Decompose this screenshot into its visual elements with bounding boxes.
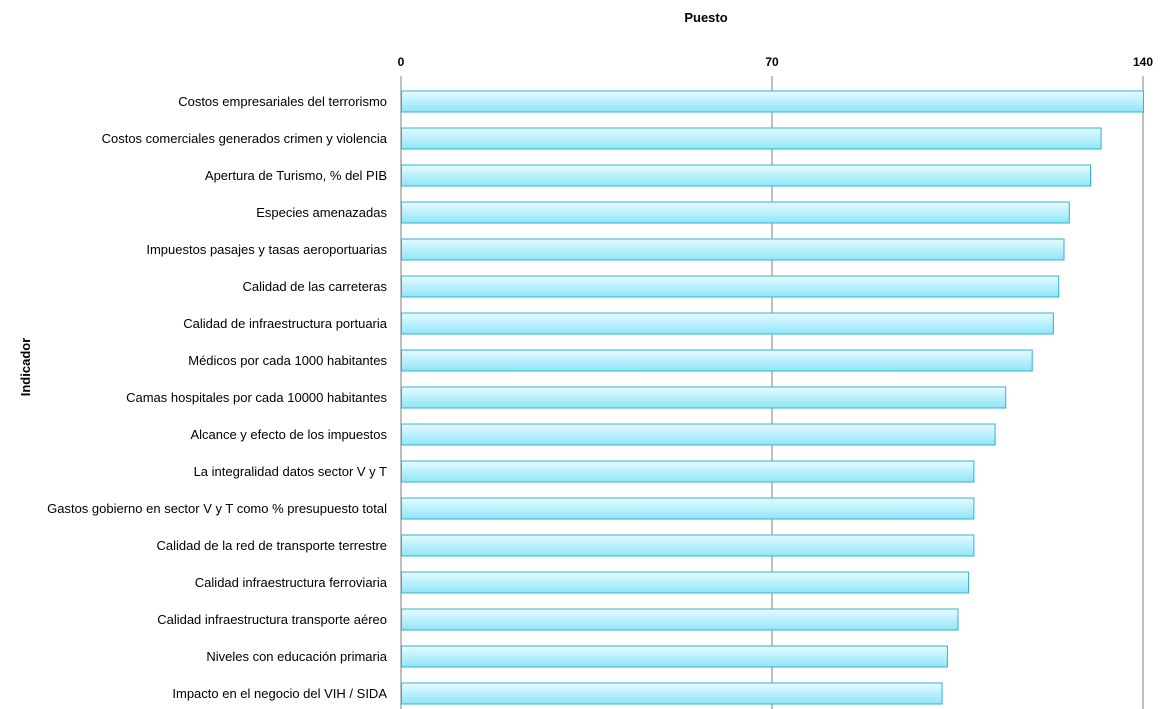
bar xyxy=(401,238,1065,261)
category-label: Impacto en el negocio del VIH / SIDA xyxy=(172,686,387,701)
category-label: Niveles con educación primaria xyxy=(206,649,387,664)
category-label: La integralidad datos sector V y T xyxy=(194,464,387,479)
bar xyxy=(401,164,1091,187)
bar xyxy=(401,534,975,557)
bar xyxy=(401,608,959,631)
category-label: Apertura de Turismo, % del PIB xyxy=(205,168,387,183)
x-axis-title: Puesto xyxy=(684,10,727,25)
bar xyxy=(401,423,996,446)
category-label: Calidad infraestructura ferroviaria xyxy=(195,575,388,590)
bar xyxy=(401,497,975,520)
bar xyxy=(401,460,975,483)
category-label: Costos empresariales del terrorismo xyxy=(178,94,387,109)
bar xyxy=(401,645,948,668)
x-tick-label: 70 xyxy=(765,55,779,69)
category-label: Alcance y efecto de los impuestos xyxy=(190,427,387,442)
x-tick-label: 0 xyxy=(398,55,405,69)
category-label: Camas hospitales por cada 10000 habitant… xyxy=(126,390,387,405)
bar xyxy=(401,571,970,594)
bar xyxy=(401,90,1144,113)
bar xyxy=(401,386,1007,409)
category-label: Calidad infraestructura transporte aéreo xyxy=(157,612,387,627)
category-label: Gastos gobierno en sector V y T como % p… xyxy=(47,501,387,516)
x-tick-label: 140 xyxy=(1133,55,1153,69)
bar xyxy=(401,349,1033,372)
bar xyxy=(401,127,1102,150)
bar xyxy=(401,312,1054,335)
y-axis-title: Indicador xyxy=(18,338,33,397)
category-label: Impuestos pasajes y tasas aeroportuarias xyxy=(146,242,387,257)
bar xyxy=(401,201,1070,224)
category-label: Médicos por cada 1000 habitantes xyxy=(188,353,387,368)
bar xyxy=(401,275,1060,298)
category-label: Calidad de la red de transporte terrestr… xyxy=(156,538,387,553)
category-label: Costos comerciales generados crimen y vi… xyxy=(102,131,388,146)
bar xyxy=(401,682,943,705)
category-label: Calidad de infraestructura portuaria xyxy=(183,316,388,331)
category-label: Especies amenazadas xyxy=(256,205,387,220)
category-label: Calidad de las carreteras xyxy=(242,279,387,294)
